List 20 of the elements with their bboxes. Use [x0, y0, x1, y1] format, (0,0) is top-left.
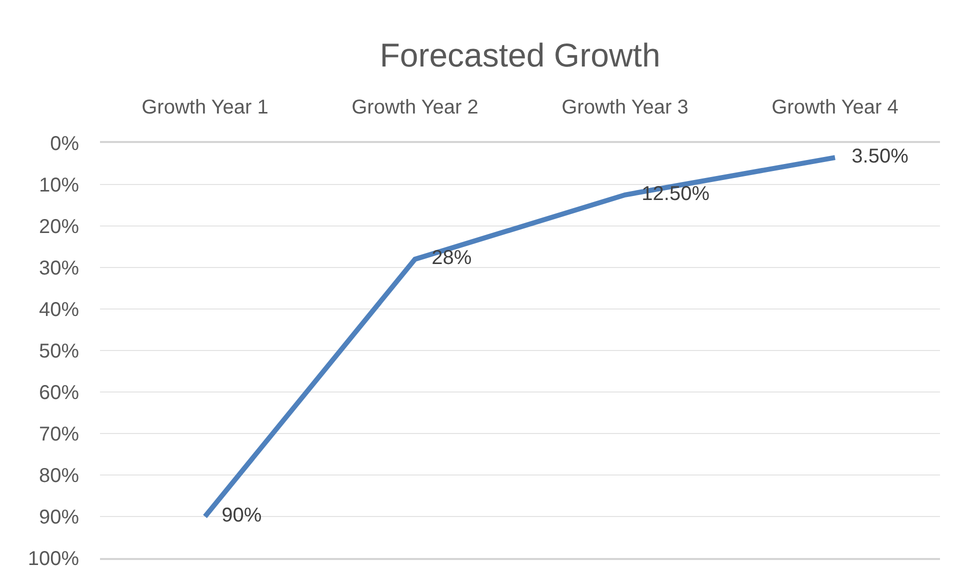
x-tick-label: Growth Year 4 [772, 96, 898, 118]
y-tick-label: 80% [38, 465, 80, 487]
y-tick-label: 70% [38, 424, 80, 446]
data-label: 12.50% [625, 182, 710, 205]
y-tick-label: 10% [38, 174, 80, 196]
data-label: 90% [205, 504, 262, 526]
y-tick-label: 40% [38, 299, 80, 321]
y-tick-label: 60% [38, 382, 80, 404]
x-tick-label: Growth Year 3 [562, 96, 688, 118]
x-tick-label: Growth Year 2 [352, 96, 478, 118]
x-tick-label: Growth Year 1 [142, 96, 268, 118]
y-tick-label: 20% [38, 216, 80, 238]
data-label: 3.50% [835, 146, 909, 168]
y-tick-label: 50% [38, 340, 80, 362]
y-tick-label: 100% [28, 548, 80, 570]
y-tick-label: 0% [50, 133, 80, 155]
y-tick-label: 30% [38, 258, 80, 280]
chart-title: Forecasted Growth [380, 36, 660, 74]
data-label: 28% [415, 247, 472, 270]
y-tick-label: 90% [38, 506, 80, 528]
